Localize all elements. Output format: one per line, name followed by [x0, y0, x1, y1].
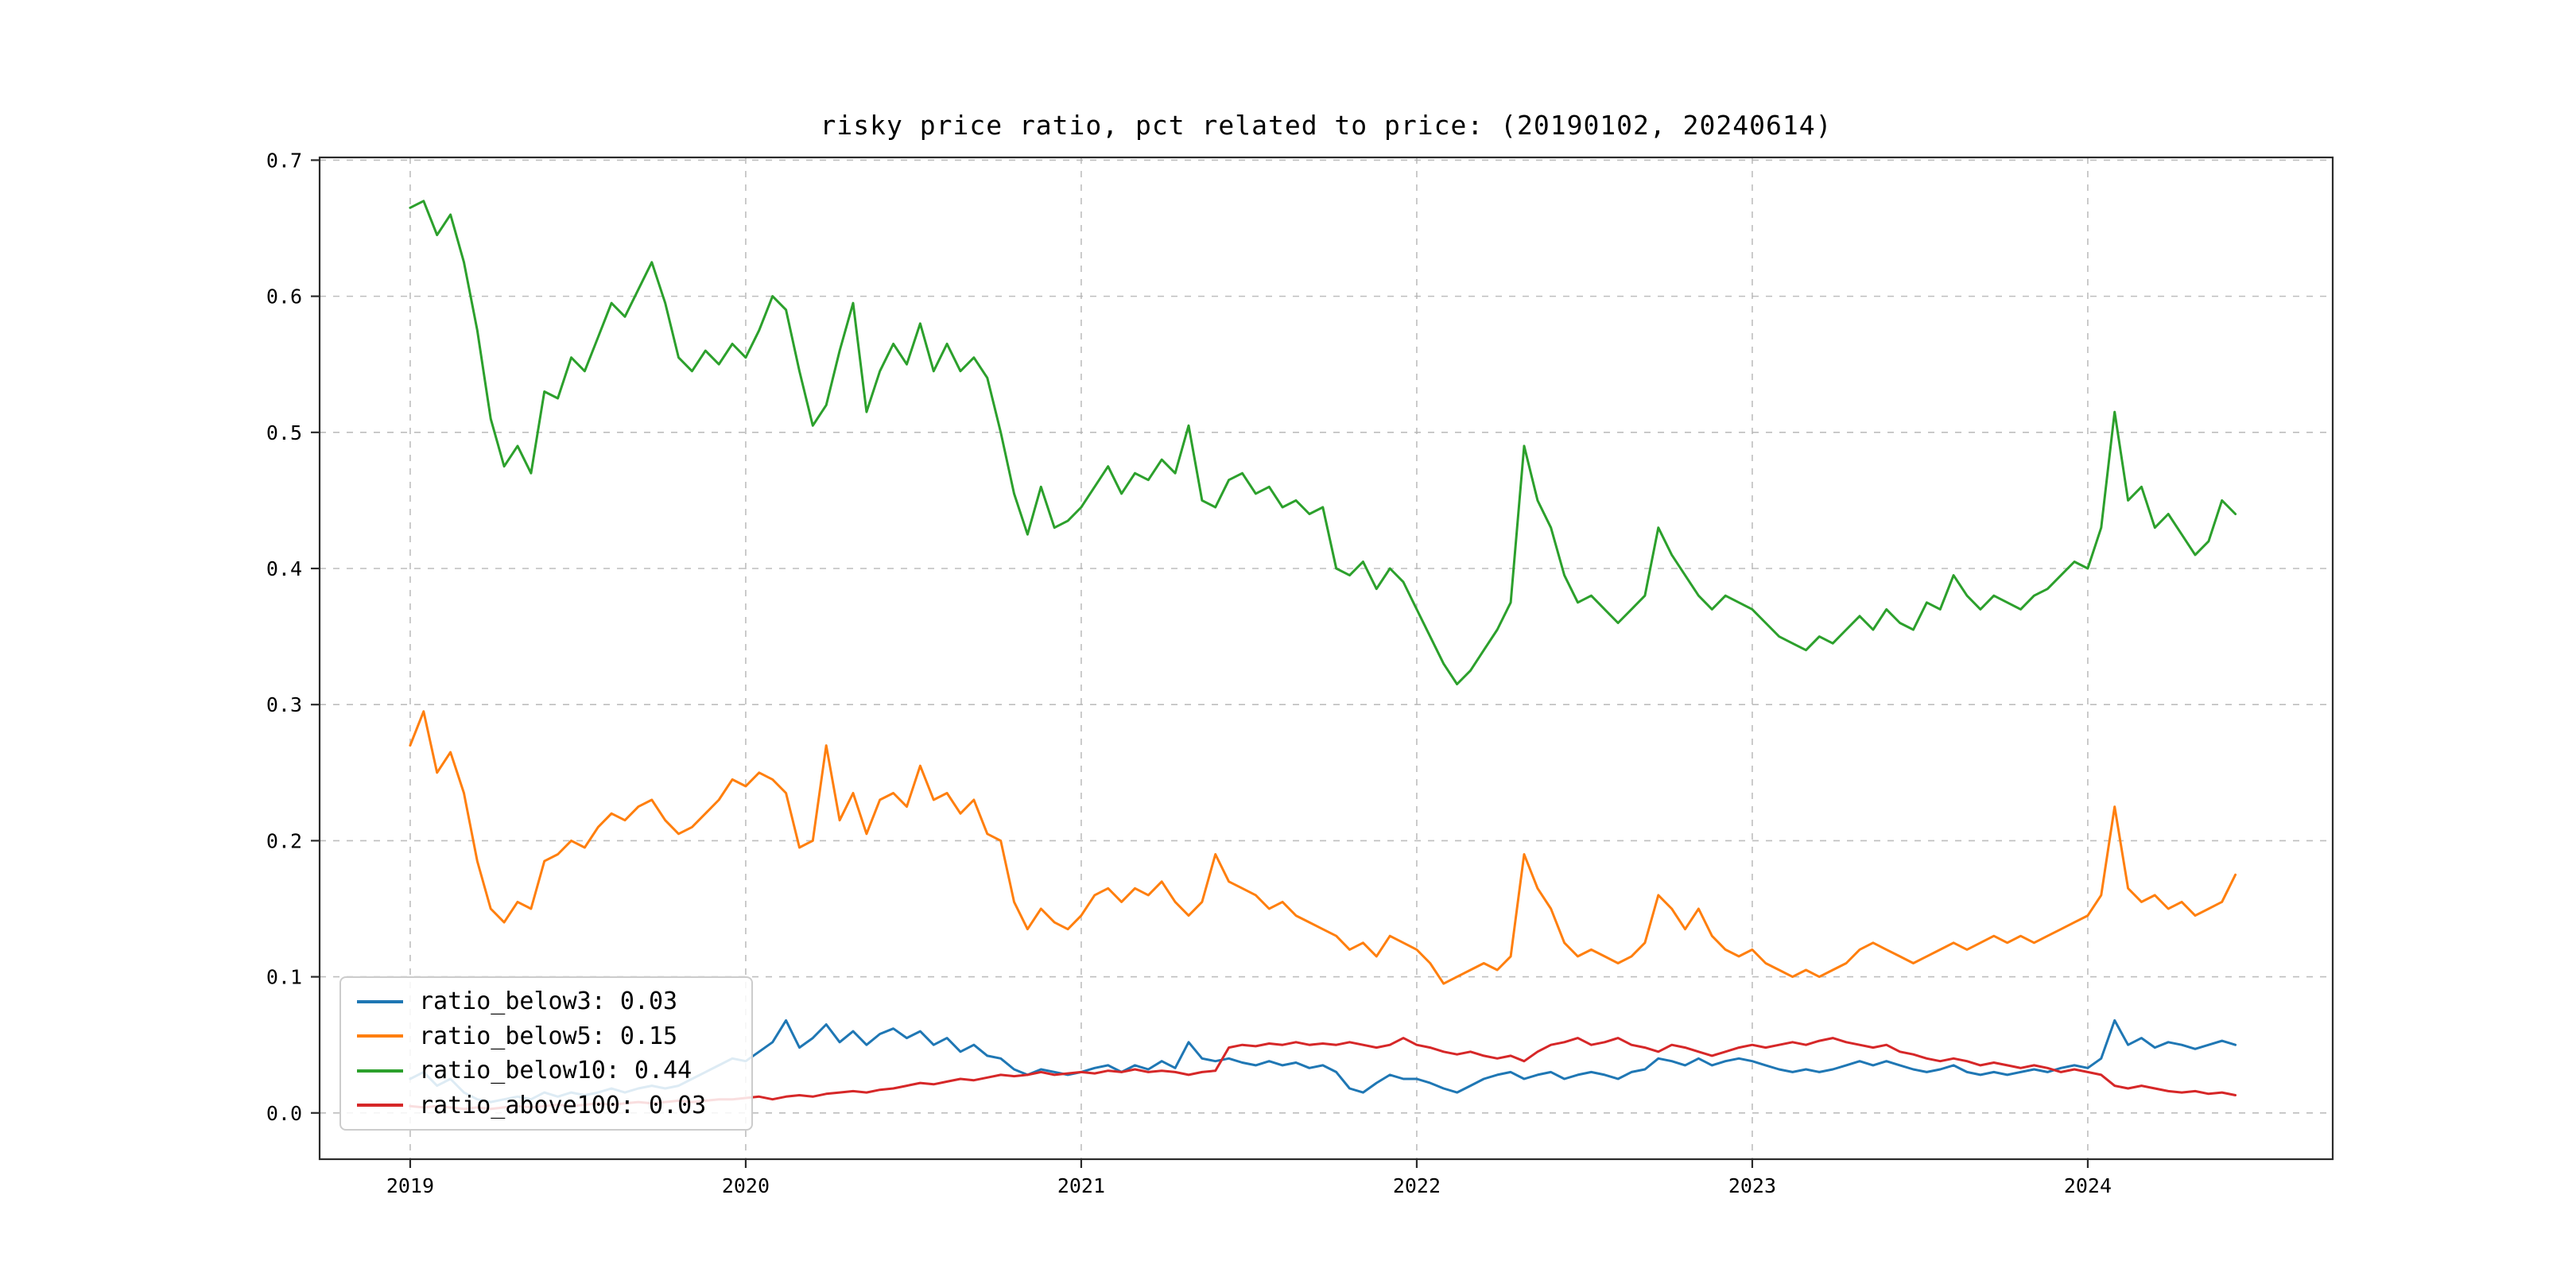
y-tick-label: 0.1 [266, 966, 302, 989]
x-tick-label: 2019 [386, 1174, 434, 1197]
legend-label-ratio_above100: ratio_above100: 0.03 [419, 1091, 707, 1119]
x-tick-label: 2024 [2064, 1174, 2112, 1197]
axes-box [318, 156, 2334, 1161]
y-tick-label: 0.3 [266, 693, 302, 716]
x-tick-label: 2022 [1393, 1174, 1441, 1197]
y-tick-label: 0.2 [266, 829, 302, 852]
y-tick-label: 0.5 [266, 421, 302, 444]
legend-item-ratio_below10: ratio_below10: 0.44 [357, 1057, 735, 1084]
legend-label-ratio_below10: ratio_below10: 0.44 [419, 1057, 692, 1085]
legend-line-swatch-ratio_above100 [357, 1104, 403, 1108]
legend-line-swatch-ratio_below3 [357, 999, 403, 1003]
series-line-ratio_below10 [409, 200, 2237, 685]
legend-item-ratio_below3: ratio_below3: 0.03 [357, 987, 735, 1015]
chart-title: risky price ratio, pct related to price:… [820, 110, 1833, 141]
series-line-ratio_below5 [409, 710, 2237, 985]
legend-line-swatch-ratio_below5 [357, 1034, 403, 1038]
x-tick-label: 2021 [1057, 1174, 1105, 1197]
x-tick-label: 2023 [1728, 1174, 1776, 1197]
y-tick-label: 0.4 [266, 557, 302, 580]
legend-item-ratio_below5: ratio_below5: 0.15 [357, 1022, 735, 1050]
legend-line-swatch-ratio_below10 [357, 1069, 403, 1073]
legend-item-ratio_above100: ratio_above100: 0.03 [357, 1092, 735, 1119]
y-tick-label: 0.6 [266, 285, 302, 308]
y-tick-label: 0.0 [266, 1102, 302, 1125]
y-tick-label: 0.7 [266, 149, 302, 172]
x-tick-label: 2020 [722, 1174, 770, 1197]
legend-label-ratio_below5: ratio_below5: 0.15 [419, 1022, 678, 1050]
legend-label-ratio_below3: ratio_below3: 0.03 [419, 987, 678, 1015]
legend: ratio_below3: 0.03 ratio_below5: 0.15 rati… [339, 976, 753, 1131]
